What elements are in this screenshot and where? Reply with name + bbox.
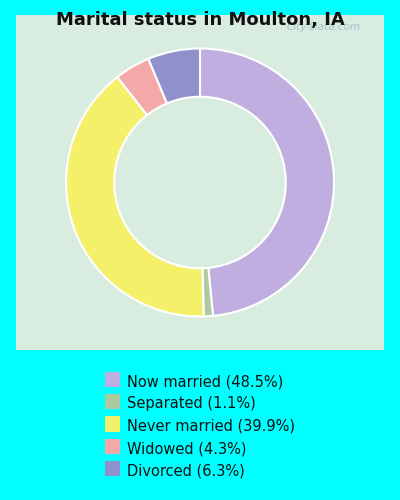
Wedge shape	[200, 48, 334, 316]
Wedge shape	[202, 268, 213, 316]
Wedge shape	[117, 59, 167, 115]
Wedge shape	[66, 77, 204, 316]
Text: Marital status in Moulton, IA: Marital status in Moulton, IA	[56, 11, 344, 29]
Wedge shape	[148, 48, 200, 104]
Text: City-Data.com: City-Data.com	[287, 22, 361, 32]
Legend: Now married (48.5%), Separated (1.1%), Never married (39.9%), Widowed (4.3%), Di: Now married (48.5%), Separated (1.1%), N…	[105, 374, 295, 478]
FancyBboxPatch shape	[16, 15, 384, 350]
